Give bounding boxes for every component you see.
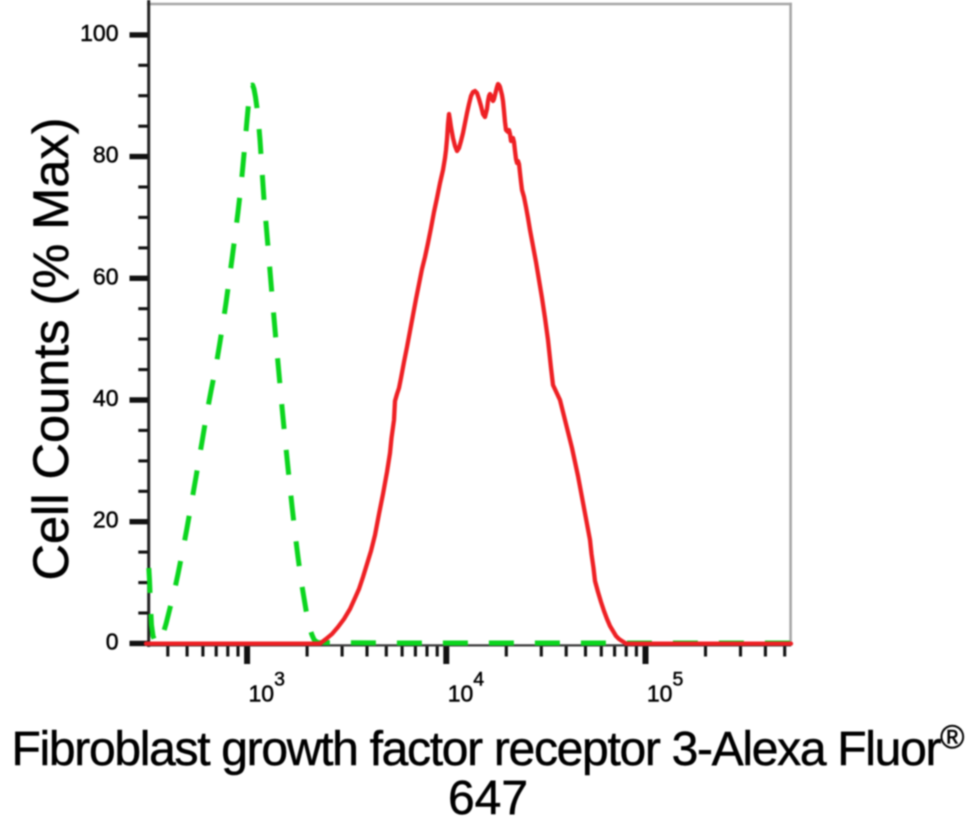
svg-text:0: 0: [106, 628, 119, 654]
svg-text:20: 20: [93, 507, 119, 533]
svg-text:60: 60: [93, 263, 119, 289]
svg-text:100: 100: [80, 20, 118, 46]
svg-text:647: 647: [448, 772, 528, 822]
svg-text:Fibroblast growth factor recep: Fibroblast growth factor receptor 3-Alex…: [12, 718, 965, 776]
svg-text:Cell Counts (% Max): Cell Counts (% Max): [22, 117, 79, 580]
svg-text:103: 103: [249, 669, 285, 707]
svg-text:40: 40: [93, 385, 119, 411]
svg-text:104: 104: [448, 669, 485, 707]
svg-text:80: 80: [93, 142, 119, 168]
svg-text:105: 105: [647, 669, 684, 707]
